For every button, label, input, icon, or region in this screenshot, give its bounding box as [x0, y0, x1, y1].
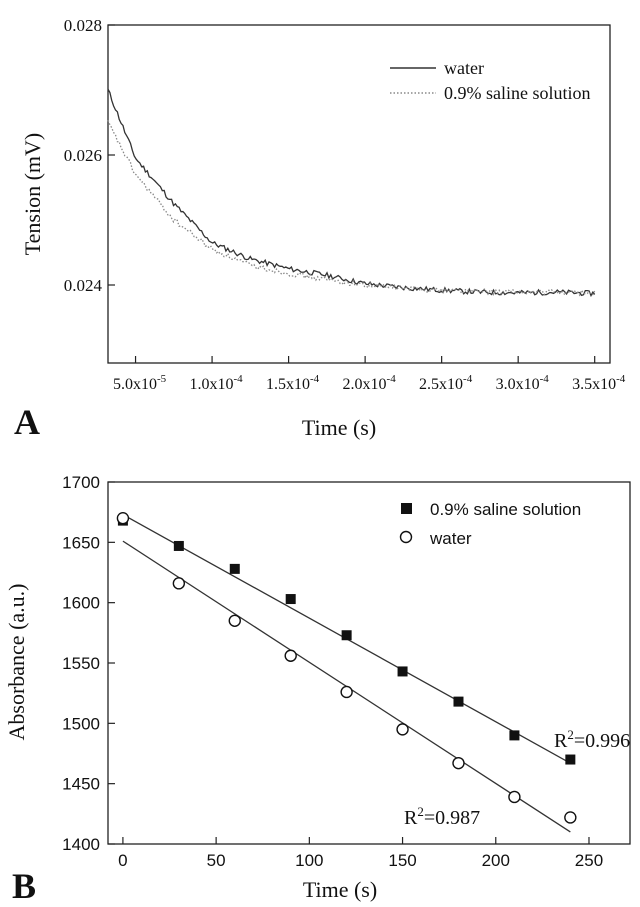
panel-a-y-ticks: 0.024 0.026 0.028	[64, 16, 115, 295]
y-tick-label: 0.024	[64, 276, 103, 295]
r2-label-water: R2=0.987	[404, 804, 480, 829]
panel-b-chart: 1400 1450 1500 1550 1600 1650 1700 0 50 100 150 20…	[4, 473, 631, 906]
panel-a-chart: 0.024 0.026 0.028 5.0x10-5 1.0x10-4 1.5x10-4…	[14, 16, 626, 442]
x-tick-label: 3.0x10-4	[496, 373, 550, 393]
data-point-saline	[229, 563, 240, 574]
data-point-water	[508, 790, 521, 804]
x-tick-label: 2.0x10-4	[343, 373, 397, 393]
x-tick-label: 0	[118, 851, 127, 870]
panel-a-y-axis-label: Tension (mV)	[20, 133, 45, 256]
data-point-water	[452, 756, 465, 770]
x-tick-label: 150	[388, 851, 416, 870]
data-point-water	[172, 577, 186, 590]
panel-b-fit-lines	[122, 514, 571, 833]
x-tick-label: 50	[207, 851, 226, 870]
panel-label-a: A	[14, 402, 40, 442]
x-tick-label: 1.0x10-4	[189, 373, 243, 393]
y-tick-label: 1400	[62, 835, 100, 854]
legend-water-marker	[399, 530, 413, 544]
legend-saline-label: 0.9% saline solution	[430, 500, 581, 519]
series-line-saline	[107, 120, 596, 297]
data-point-saline	[565, 754, 576, 765]
y-tick-label: 1700	[62, 473, 100, 492]
panel-b-plot-frame	[107, 481, 631, 845]
panel-b-x-ticks: 0 50 100 150 200 250	[118, 837, 603, 870]
data-point-water	[340, 685, 353, 699]
data-point-saline	[397, 666, 408, 677]
panel-b-x-axis-label: Time (s)	[303, 877, 377, 902]
r2-label-saline: R2=0.996	[554, 727, 630, 752]
panel-a-series	[107, 88, 596, 298]
data-point-water	[228, 614, 241, 627]
panel-a-x-axis-label: Time (s)	[302, 415, 376, 440]
y-tick-label: 1450	[62, 775, 100, 794]
x-tick-label: 250	[575, 851, 603, 870]
y-tick-label: 1650	[62, 533, 100, 552]
data-point-saline	[173, 540, 184, 551]
x-tick-label: 200	[482, 851, 510, 870]
x-tick-label: 2.5x10-4	[419, 373, 473, 393]
data-point-water	[284, 649, 297, 662]
panel-a-legend: water 0.9% saline solution	[390, 58, 591, 103]
legend-saline-marker	[401, 503, 412, 514]
data-point-saline	[341, 630, 352, 641]
panel-label-b: B	[12, 866, 36, 906]
y-tick-label: 1600	[62, 594, 100, 613]
data-point-water	[116, 512, 130, 525]
panel-a-x-ticks: 5.0x10-5 1.0x10-4 1.5x10-4 2.0x10-4 2.5x10-4…	[113, 356, 626, 393]
y-tick-label: 0.026	[64, 146, 102, 165]
data-point-water	[564, 811, 577, 824]
data-point-saline	[285, 594, 296, 605]
panel-b-points	[116, 512, 577, 824]
legend-water-label: water	[429, 529, 472, 548]
data-point-water	[396, 723, 409, 736]
panel-a-plot-frame	[107, 24, 611, 364]
x-tick-label: 1.5x10-4	[266, 373, 320, 393]
panel-b-y-axis-label: Absorbance (a.u.)	[4, 584, 29, 741]
y-tick-label: 0.028	[64, 16, 102, 35]
x-tick-label: 5.0x10-5	[113, 373, 167, 393]
panel-b-y-ticks: 1400 1450 1500 1550 1600 1650 1700	[62, 473, 115, 854]
x-tick-label: 3.5x10-4	[572, 373, 626, 393]
data-point-saline	[453, 696, 464, 707]
x-tick-label: 100	[295, 851, 323, 870]
legend-saline-label: 0.9% saline solution	[444, 83, 591, 103]
y-tick-label: 1550	[62, 654, 100, 673]
series-line-water	[107, 88, 596, 298]
panel-b-legend: 0.9% saline solution water	[399, 500, 581, 548]
legend-water-label: water	[444, 58, 484, 78]
y-tick-label: 1500	[62, 714, 100, 733]
data-point-saline	[509, 730, 520, 741]
